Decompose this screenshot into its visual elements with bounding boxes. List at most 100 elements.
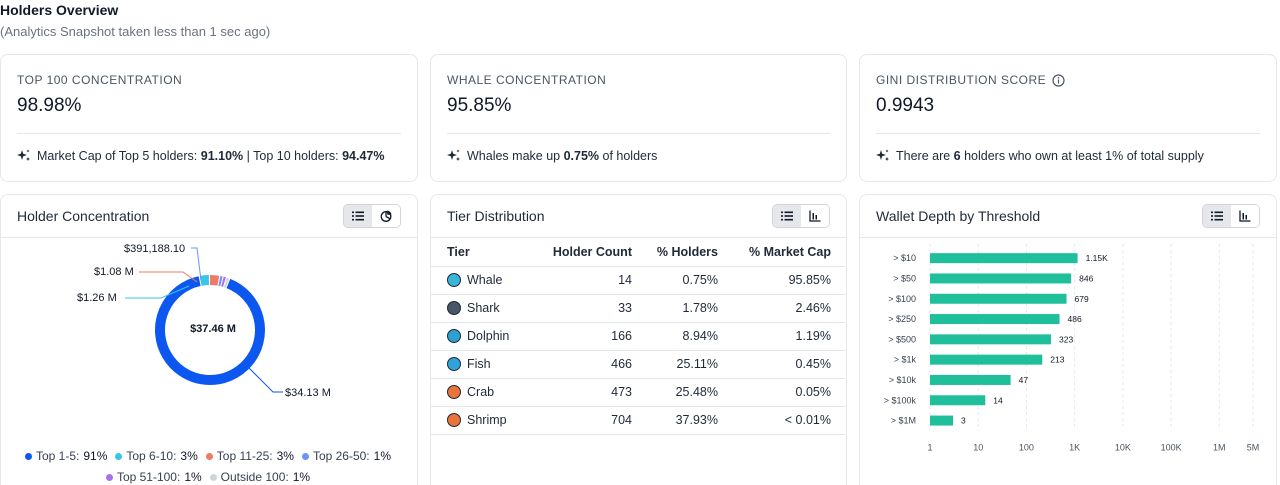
legend-pct: 3%: [180, 449, 198, 463]
cell-holders: 8.94%: [646, 322, 732, 351]
tier-table: Tier Holder Count % Holders % Market Cap…: [431, 238, 845, 435]
depth-bar[interactable]: [930, 415, 954, 426]
holder-donut-chart: $37.46 M $34.13 M $1.26 M $1.08 M $391,1…: [77, 243, 331, 399]
tier-cell: Shrimp: [431, 406, 551, 435]
table-header-row: Tier Holder Count % Holders % Market Cap: [431, 238, 845, 267]
table-row[interactable]: Crab 473 25.48% 0.05%: [431, 378, 845, 407]
tier-name: Fish: [467, 357, 491, 371]
stat-value: 98.98%: [17, 95, 82, 116]
x-tick-label: 100K: [1161, 443, 1182, 453]
divider: [860, 237, 1276, 238]
y-category-label: > $100: [888, 294, 916, 304]
cell-mcap: 0.45%: [732, 350, 845, 379]
info-icon[interactable]: [1052, 73, 1065, 87]
legend-dot: [205, 452, 213, 460]
view-toggle: [343, 204, 401, 228]
legend-item[interactable]: Top 11-25: 3%: [205, 449, 294, 463]
depth-bar[interactable]: [930, 273, 1072, 284]
y-category-label: > $500: [888, 334, 916, 344]
x-tick-label: 1K: [1069, 443, 1080, 453]
legend-label: Top 11-25:: [216, 449, 273, 463]
cell-mcap: 2.46%: [732, 294, 845, 323]
column-header[interactable]: % Market Cap: [732, 238, 845, 267]
donut-segment-top-1-5[interactable]: [155, 276, 265, 385]
callout-line: [125, 285, 190, 299]
donut-segment-top-6-10[interactable]: [199, 275, 210, 286]
pie-chart-icon: [380, 210, 392, 222]
column-header[interactable]: Tier: [431, 238, 551, 267]
legend-item[interactable]: Top 51-100: 1%: [105, 470, 202, 484]
y-category-label: > $250: [888, 314, 916, 324]
legend-item[interactable]: Top 6-10: 3%: [115, 449, 198, 463]
page-title: Holders Overview: [0, 2, 119, 18]
foot-text: Whales make up: [467, 149, 564, 163]
chart-view-button[interactable]: [801, 205, 829, 227]
y-category-label: > $1k: [894, 355, 917, 365]
legend-label: Top 6-10:: [126, 449, 177, 463]
legend-pct: 3%: [276, 449, 294, 463]
view-toggle: [1202, 204, 1260, 228]
donut-segment-top-11-25[interactable]: [209, 275, 220, 286]
donut-segment-outside-100[interactable]: [223, 277, 230, 288]
chart-view-button[interactable]: [1231, 205, 1259, 227]
table-row[interactable]: Shrimp 704 37.93% < 0.01%: [431, 406, 845, 435]
table-row[interactable]: Dolphin 166 8.94% 1.19%: [431, 322, 845, 351]
legend-item[interactable]: Outside 100: 1%: [209, 470, 310, 484]
donut-segment-top-51-100[interactable]: [221, 276, 226, 287]
list-view-button[interactable]: [344, 205, 372, 227]
divider: [431, 237, 846, 238]
table-row[interactable]: Fish 466 25.11% 0.45%: [431, 350, 845, 379]
holder-concentration-panel: Holder Concentration $37.46 M $34.13 M $…: [0, 194, 418, 485]
bar-value-label: 14: [993, 395, 1003, 405]
chart-legend: Top 51-100: 1% Outside 100: 1%: [1, 470, 415, 484]
wallet-depth-chart: 1 10 100 1K 10K 100K 1M 5M > $10 1.15K > $50 846 > $…: [884, 244, 1259, 453]
x-tick-label: 100: [1019, 443, 1034, 453]
depth-bar[interactable]: [930, 253, 1078, 264]
bar-chart-icon: [1239, 210, 1251, 222]
callout-top1-5: $34.13 M: [285, 387, 331, 399]
legend-item[interactable]: Top 1-5: 91%: [24, 449, 107, 463]
depth-bar[interactable]: [930, 334, 1051, 345]
depth-bar[interactable]: [930, 374, 1011, 385]
cell-holders: 37.93%: [646, 406, 732, 435]
tier-cell: Shark: [431, 294, 551, 323]
tier-name: Crab: [467, 385, 495, 399]
shrimp-icon: [447, 413, 461, 427]
legend-label: Top 51-100:: [116, 470, 181, 484]
callout-top26-50: $391,188.10: [124, 243, 185, 255]
cell-count: 33: [551, 294, 646, 323]
foot-text: There are: [896, 149, 954, 163]
list-icon: [1211, 211, 1223, 221]
table-row[interactable]: Whale 14 0.75% 95.85%: [431, 266, 845, 295]
depth-bar[interactable]: [930, 293, 1067, 304]
cell-mcap: < 0.01%: [732, 406, 845, 435]
whale-icon: [447, 273, 461, 287]
cell-mcap: 1.19%: [732, 322, 845, 351]
bar-value-label: 47: [1019, 375, 1029, 385]
shark-icon: [447, 301, 461, 315]
column-header[interactable]: % Holders: [646, 238, 732, 267]
legend-pct: 1%: [184, 470, 202, 484]
y-category-label: > $1M: [891, 416, 916, 426]
foot-value: 91.10%: [200, 149, 244, 163]
y-category-label: > $50: [893, 273, 916, 283]
table-row[interactable]: Shark 33 1.78% 2.46%: [431, 294, 845, 323]
depth-bar[interactable]: [930, 314, 1060, 325]
bar-value-label: 846: [1079, 273, 1093, 283]
column-header[interactable]: Holder Count: [551, 238, 646, 267]
list-view-button[interactable]: [1203, 205, 1231, 227]
legend-item[interactable]: Top 26-50: 1%: [301, 449, 391, 463]
stat-card-top100: TOP 100 CONCENTRATION 98.98% Market Cap …: [0, 54, 418, 182]
tier-cell-content: Shark: [447, 301, 551, 315]
depth-bar[interactable]: [930, 395, 986, 406]
x-tick-label: 10K: [1115, 443, 1131, 453]
legend-label: Top 1-5:: [35, 449, 80, 463]
tier-cell-content: Fish: [447, 357, 551, 371]
table-view-button[interactable]: [773, 205, 801, 227]
pie-view-button[interactable]: [372, 205, 400, 227]
cell-count: 473: [551, 378, 646, 407]
depth-bar[interactable]: [930, 354, 1043, 365]
tier-cell: Dolphin: [431, 322, 551, 351]
legend-dot: [209, 473, 217, 481]
foot-text: holders who own at least 1% of total sup…: [960, 149, 1204, 163]
